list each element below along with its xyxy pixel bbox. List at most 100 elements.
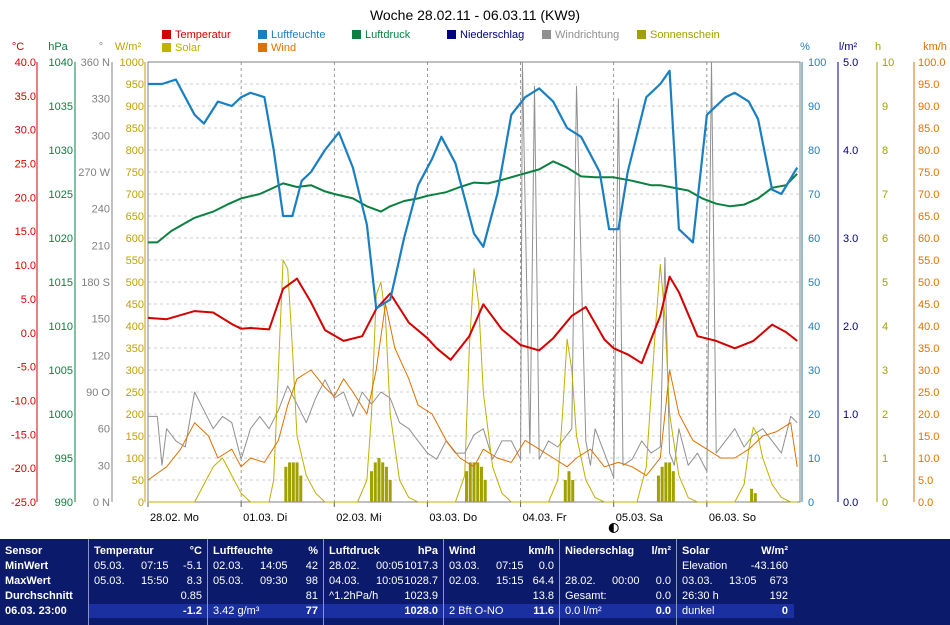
stats-row: dunkel 0 <box>677 604 794 618</box>
axis-tick-label: 250 <box>126 387 144 399</box>
sunshine-bar <box>483 480 487 502</box>
stats-cell-date: 05.03. <box>94 575 125 587</box>
axis-tick-label: 995 <box>55 453 73 465</box>
legend-label: Windrichtung <box>555 29 619 41</box>
axis-tick-label: 45.0 <box>918 299 939 311</box>
stats-cell-value: 98 <box>305 575 318 587</box>
axis-tick-label: 1040 <box>49 57 73 69</box>
weather-chart: Woche 28.02.11 - 06.03.11 (KW9) Temperatu… <box>11 7 947 533</box>
stats-cell-value: 11.6 <box>533 605 554 617</box>
legend-swatch <box>542 30 551 39</box>
stats-cell-value: 77 <box>305 605 318 617</box>
stats-header-label: Solar <box>682 545 710 557</box>
axis-tick-label: 990 <box>55 497 73 509</box>
axis-tick-label: 1010 <box>49 321 73 333</box>
sunshine-bar <box>656 475 660 502</box>
axis-tick-label: 1035 <box>49 101 73 113</box>
legend-label: Sonnenschein <box>650 29 720 41</box>
axis-tick-label: 70.0 <box>918 189 939 201</box>
axis-tick-label: 15.0 <box>918 431 939 443</box>
sunshine-bar <box>476 462 480 502</box>
sunshine-bar <box>571 480 575 502</box>
stats-cell-value: 0.0 <box>655 605 671 617</box>
series-line-temperatur <box>147 275 798 365</box>
axis-tick-label: 10 <box>882 57 894 69</box>
axis-tick-label: 75.0 <box>918 167 939 179</box>
sunshine-bar <box>370 471 374 502</box>
stats-cell-value: 1023.9 <box>404 590 438 602</box>
legend-label: Solar <box>175 42 201 54</box>
axis-tick-label: 600 <box>126 233 144 245</box>
x-tick-label: 02.03. Mi <box>336 512 381 524</box>
legend-label: Luftdruck <box>365 29 411 41</box>
x-tick-label: 28.02. Mo <box>150 512 199 524</box>
axis-tick-label: 4 <box>882 321 888 333</box>
stats-cell-value: 0 <box>781 605 788 617</box>
stats-row: 04.03. 10:05 1028.7 <box>324 574 444 588</box>
axis-tick-label: 3 <box>882 365 888 377</box>
stats-cell-date: 05.03. <box>213 575 244 587</box>
axis-tick-label: 65.0 <box>918 211 939 223</box>
stats-cell-date: 04.03. <box>329 575 360 587</box>
moon-shadow <box>609 523 614 533</box>
series-line-windrichtung <box>148 61 798 479</box>
stats-cell-time: 00:05 <box>376 560 404 572</box>
stats-cell-date: 02.03. <box>449 575 480 587</box>
axis-tick-label: 25.0 <box>15 159 36 171</box>
sunshine-bar <box>567 471 571 502</box>
axis-tick-label: 300 <box>126 365 144 377</box>
axis-tick-label: 8 <box>882 145 888 157</box>
stats-row: 02.03. 14:05 42 <box>208 559 324 573</box>
axis-tick-label: 20.0 <box>918 409 939 421</box>
stats-column: Niederschlag l/m² 28.02. 00:00 0.0 Gesamt: 0.0… <box>559 539 677 625</box>
x-tick-label: 01.03. Di <box>243 512 287 524</box>
stats-cell-time: 09:30 <box>260 575 288 587</box>
axis-tick-label: 9 <box>882 101 888 113</box>
axis-tick-label: 0.0 <box>21 328 36 340</box>
axis-tick-label: -20.0 <box>11 463 36 475</box>
stats-cell-date: MaxWert <box>5 575 51 587</box>
legend-swatch <box>258 43 267 52</box>
sunshine-bar <box>373 462 377 502</box>
stats-cell-value: -5.1 <box>183 560 202 572</box>
stats-header: Niederschlag l/m² <box>560 544 677 558</box>
axis-tick-label: 400 <box>126 321 144 333</box>
legend-swatch <box>162 43 171 52</box>
stats-cell-value: 0.0 <box>538 560 554 572</box>
sunshine-bar <box>381 462 385 502</box>
stats-row: Elevation -43.160 <box>677 559 794 573</box>
stats-row: -1.2 <box>89 604 208 618</box>
axis-tick-label: 900 <box>126 101 144 113</box>
stats-cell-date: MinWert <box>5 560 49 572</box>
axis-tick-label: 1015 <box>49 277 73 289</box>
axis-tick-label: 10.0 <box>15 260 36 272</box>
axis-tick-label: 100 <box>808 57 826 69</box>
axis-tick-label: 5 <box>882 277 888 289</box>
stats-cell-time: 15:50 <box>141 575 169 587</box>
axis-tick-label: 35.0 <box>918 343 939 355</box>
x-tick-label: 03.03. Do <box>429 512 477 524</box>
stats-cell-date: ^1.2hPa/h <box>329 590 379 602</box>
axis-tick-label: 1005 <box>49 365 73 377</box>
stats-row: 03.03. 13:05 673 <box>677 574 794 588</box>
stats-row <box>560 559 677 573</box>
axis-tick-label: 550 <box>126 255 144 267</box>
axis-tick-label: 80.0 <box>918 145 939 157</box>
axis-tick-label: 800 <box>126 145 144 157</box>
stats-column: Wind km/h 03.03. 07:15 0.0 02.03. 15:15 64.4 13.… <box>443 539 560 625</box>
stats-column: Luftfeuchte% 02.03. 14:05 42 05.03. 09:30 98 81… <box>207 539 324 625</box>
axis-tick-label: 0.0 <box>843 497 858 509</box>
axis-tick-label: 90.0 <box>918 101 939 113</box>
axis-tick-label: 500 <box>126 277 144 289</box>
sunshine-bar <box>284 466 288 502</box>
stats-cell-date: 0.0 l/m² <box>565 605 602 617</box>
axis-tick-label: 300 <box>92 130 110 142</box>
stats-row: 05.03. 15:50 8.3 <box>89 574 208 588</box>
stats-row: MinWert <box>0 559 88 573</box>
axis-tick-label: 1020 <box>49 233 73 245</box>
legend-swatch <box>352 30 361 39</box>
axis-tick-label: 0 <box>808 497 814 509</box>
sunshine-bar <box>671 471 675 502</box>
stats-cell-value: 192 <box>769 590 788 602</box>
stats-header-label: Niederschlag <box>565 545 635 557</box>
